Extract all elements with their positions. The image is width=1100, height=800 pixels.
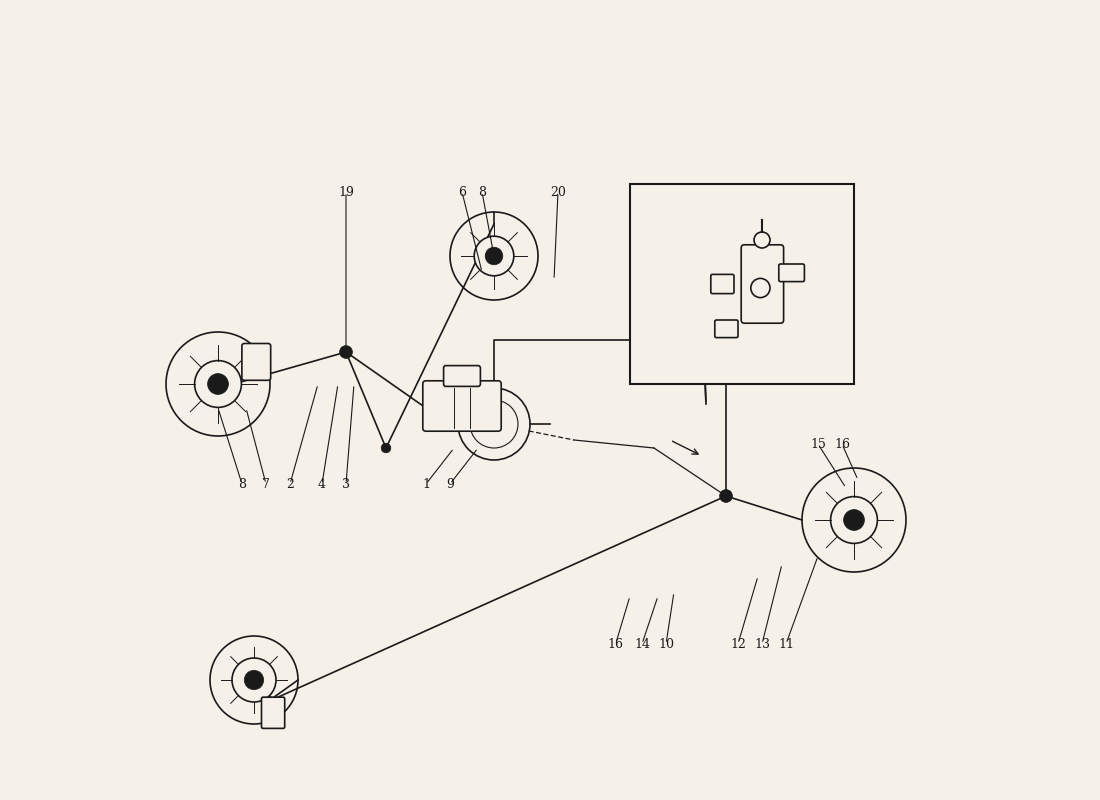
Circle shape xyxy=(474,236,514,276)
Circle shape xyxy=(458,388,530,460)
Text: 15: 15 xyxy=(810,438,826,450)
Bar xyxy=(630,184,854,384)
Text: 5: 5 xyxy=(678,299,686,312)
Text: 14: 14 xyxy=(634,638,650,650)
Text: 6: 6 xyxy=(458,186,466,198)
Circle shape xyxy=(844,510,865,530)
FancyBboxPatch shape xyxy=(422,381,502,431)
Text: 17: 17 xyxy=(674,267,690,280)
FancyBboxPatch shape xyxy=(741,245,783,323)
Text: 18: 18 xyxy=(676,334,692,346)
Circle shape xyxy=(382,443,390,453)
Text: 16: 16 xyxy=(607,638,624,650)
Text: 7: 7 xyxy=(262,478,270,490)
Circle shape xyxy=(232,658,276,702)
Circle shape xyxy=(719,490,733,502)
FancyBboxPatch shape xyxy=(711,274,734,294)
Text: 12: 12 xyxy=(730,638,746,650)
Circle shape xyxy=(830,497,878,543)
Text: 19: 19 xyxy=(338,186,354,198)
Text: 2: 2 xyxy=(286,478,294,490)
Text: 3: 3 xyxy=(342,478,350,490)
Text: 13: 13 xyxy=(754,638,770,650)
Circle shape xyxy=(751,278,770,298)
Circle shape xyxy=(244,670,264,690)
Circle shape xyxy=(340,346,352,358)
Text: 8: 8 xyxy=(478,186,486,198)
Circle shape xyxy=(208,374,229,394)
FancyBboxPatch shape xyxy=(262,697,285,728)
Text: 16: 16 xyxy=(834,438,850,450)
FancyBboxPatch shape xyxy=(715,320,738,338)
FancyBboxPatch shape xyxy=(443,366,481,386)
Text: 20: 20 xyxy=(550,186,565,198)
Text: 9: 9 xyxy=(447,478,454,490)
Text: 1: 1 xyxy=(422,478,430,490)
Circle shape xyxy=(485,247,503,265)
Circle shape xyxy=(195,361,241,407)
Text: 11: 11 xyxy=(778,638,794,650)
Text: 10: 10 xyxy=(658,638,674,650)
Text: 8: 8 xyxy=(238,478,246,490)
FancyBboxPatch shape xyxy=(779,264,804,282)
FancyBboxPatch shape xyxy=(242,343,271,380)
Circle shape xyxy=(754,232,770,248)
Text: 4: 4 xyxy=(318,478,326,490)
